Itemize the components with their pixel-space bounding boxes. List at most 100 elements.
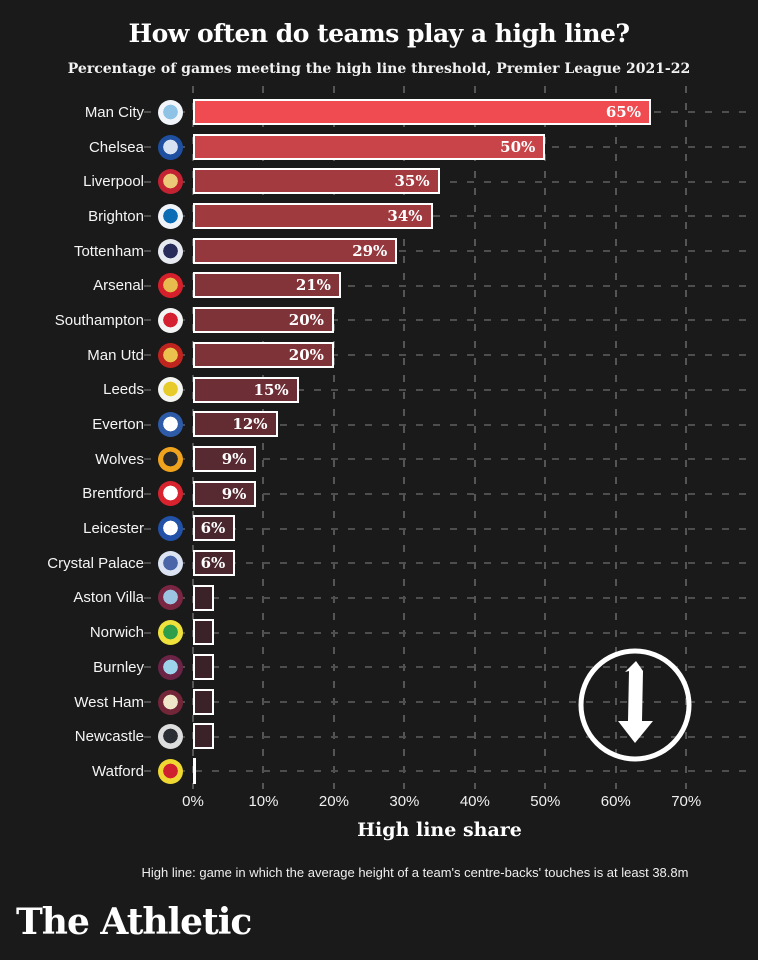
team-row: Everton 12% [0, 407, 758, 442]
bar: 65% [193, 99, 651, 125]
team-label: Newcastle [74, 728, 144, 746]
team-row: Chelsea 50% [0, 130, 758, 165]
brand-logo: The Athletic [16, 901, 252, 943]
team-label: Leeds [103, 381, 144, 399]
horizontal-gridline [144, 701, 752, 704]
horizontal-gridline [144, 180, 752, 183]
bar: 34% [193, 203, 433, 230]
team-label: West Ham [74, 693, 144, 711]
bar-track [193, 719, 758, 754]
bar-track: 65% [193, 95, 758, 130]
bar-track: 34% [193, 199, 758, 234]
bar: 6% [193, 515, 236, 542]
bar-value-label: 35% [394, 172, 430, 191]
bar [193, 723, 215, 750]
vertical-gridline [614, 86, 617, 789]
bar-value-label: 12% [232, 415, 268, 434]
bar-track: 12% [193, 407, 758, 442]
team-crest-icon [158, 516, 183, 542]
team-row: Liverpool 35% [0, 164, 758, 199]
bar: 15% [193, 376, 299, 403]
team-crest-icon [158, 377, 183, 403]
bar-value-label: 9% [221, 484, 247, 503]
bar-track: 35% [193, 164, 758, 199]
horizontal-gridline [144, 319, 752, 322]
team-row: Man Utd 20% [0, 338, 758, 373]
horizontal-gridline [144, 215, 752, 218]
team-row: Watford [0, 754, 758, 789]
horizontal-gridline [144, 388, 752, 391]
horizontal-gridline [144, 354, 752, 357]
bar-track [193, 685, 758, 720]
horizontal-gridline [144, 284, 752, 287]
vertical-gridline [544, 86, 547, 789]
team-row: Norwich [0, 615, 758, 650]
bar-track: 6% [193, 511, 758, 546]
team-label: Arsenal [93, 277, 144, 295]
team-crest-icon [158, 724, 183, 750]
team-crest-icon [158, 342, 183, 368]
bar: 9% [193, 445, 257, 472]
team-row: Aston Villa [0, 581, 758, 616]
bar-value-label: 20% [288, 311, 324, 330]
vertical-gridline [332, 86, 335, 789]
vertical-gridline [403, 86, 406, 789]
bar-value-label: 34% [387, 207, 423, 226]
bar-track: 21% [193, 268, 758, 303]
team-crest-icon [158, 550, 183, 576]
team-label: Wolves [95, 450, 144, 468]
bar-value-label: 65% [605, 103, 641, 121]
team-label: Tottenham [73, 242, 144, 260]
bar-track: 9% [193, 477, 758, 512]
x-axis-tick-labels: 0% 10% 20% 30% 40% 50% 60% 70% [182, 793, 743, 813]
bar: 20% [193, 341, 334, 368]
bar [193, 619, 215, 646]
team-label: Leicester [83, 520, 144, 538]
x-tick-label: 40% [459, 793, 490, 810]
bar-track [193, 650, 758, 685]
team-row: Arsenal 21% [0, 268, 758, 303]
vertical-gridlines [192, 86, 743, 789]
team-row: Leicester 6% [0, 511, 758, 546]
team-label: Watford [92, 762, 144, 780]
horizontal-gridline [144, 596, 752, 599]
team-crest-icon [158, 412, 183, 438]
vertical-gridline [262, 86, 265, 789]
x-tick-label: 70% [671, 793, 702, 810]
team-crest-icon [158, 758, 183, 784]
team-crest-icon [158, 654, 183, 680]
horizontal-gridline [144, 666, 752, 669]
team-label: Crystal Palace [47, 554, 144, 572]
team-row: Wolves 9% [0, 442, 758, 477]
bar-track: 6% [193, 546, 758, 581]
bar-track: 29% [193, 234, 758, 269]
horizontal-gridline [144, 458, 752, 461]
x-tick-label: 0% [182, 793, 204, 810]
team-crest-icon [158, 585, 183, 611]
bar-track [193, 615, 758, 650]
team-crest-icon [158, 620, 183, 646]
team-row: Man City 65% [0, 95, 758, 130]
vertical-gridline [192, 86, 194, 789]
team-crest-icon [158, 169, 183, 195]
x-axis-label: High line share [357, 819, 522, 841]
team-label: Southampton [54, 311, 144, 329]
bar: 21% [193, 272, 341, 299]
bar: 12% [193, 411, 278, 438]
vertical-gridline [473, 86, 476, 789]
team-label: Man Utd [87, 346, 144, 364]
vertical-gridline [685, 86, 688, 789]
bar-chart: Man City 65% Chelsea 50% [0, 86, 758, 789]
bar-value-label: 21% [295, 276, 331, 295]
team-label: Chelsea [88, 138, 144, 156]
bar-value-label: 29% [352, 241, 388, 260]
bar-track: 50% [193, 130, 758, 165]
horizontal-gridline [144, 770, 752, 773]
bar [193, 584, 215, 611]
team-crest-icon [158, 273, 183, 299]
horizontal-gridline [144, 735, 752, 738]
team-label: Brentford [82, 485, 144, 503]
horizontal-gridline [144, 631, 752, 634]
bar-value-label: 6% [200, 553, 226, 572]
bar-value-label: 6% [200, 519, 226, 538]
